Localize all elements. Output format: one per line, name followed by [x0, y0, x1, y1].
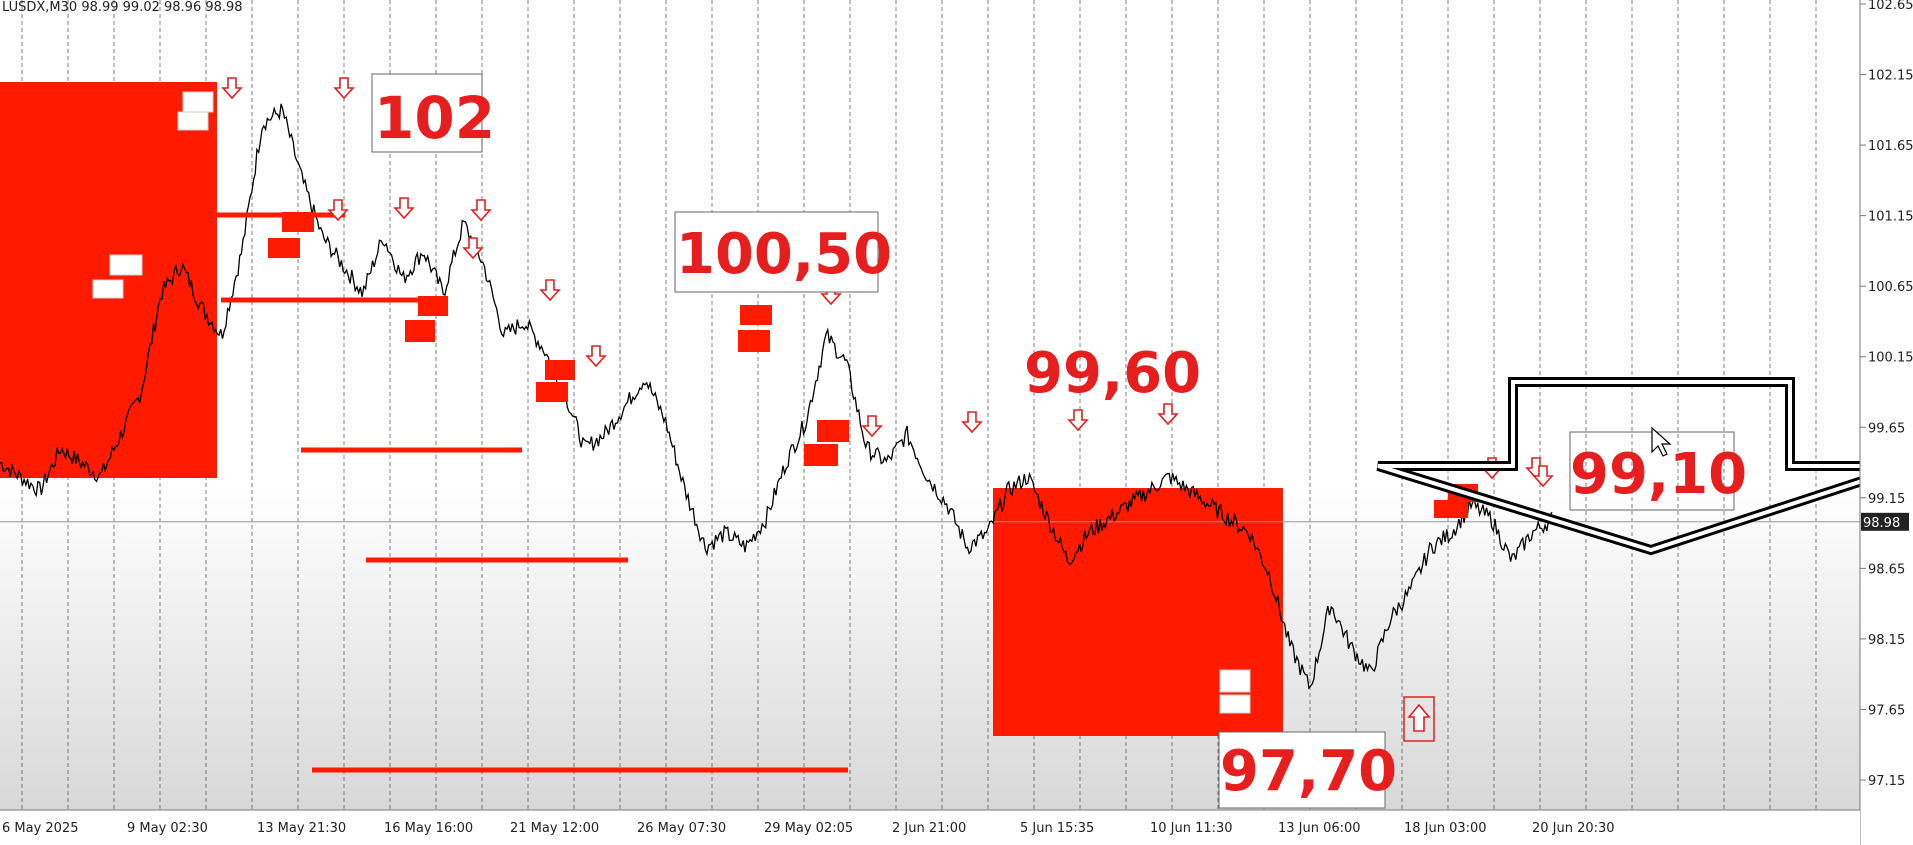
- mouse-cursor-icon: [1651, 426, 1672, 457]
- marker-box: [536, 382, 568, 402]
- marker-box: [545, 360, 575, 380]
- level-99-10-label: 99,10: [1570, 442, 1747, 507]
- time-tick-label: 9 May 02:30: [127, 821, 208, 836]
- price-tick-label: 102.15: [1868, 69, 1913, 84]
- marker-box: [1434, 500, 1468, 518]
- chart-header: LUSDX,M30 98.99 99.02 98.96 98.98: [2, 0, 243, 15]
- current-price-label: 98.98: [1863, 516, 1900, 531]
- marker-box: [405, 320, 435, 342]
- marker-box: [182, 91, 214, 113]
- down-arrow-icon: [1157, 403, 1179, 426]
- marker-box: [817, 420, 849, 442]
- price-tick-label: 98.65: [1868, 562, 1905, 577]
- current-price-box: [1861, 512, 1909, 531]
- symbol-timeframe: LUSDX,M30: [2, 0, 78, 15]
- time-tick-label: 18 Jun 03:00: [1404, 821, 1487, 836]
- ohlc-values: 98.99 99.02 98.96 98.98: [81, 0, 243, 15]
- plot-background: [0, 0, 1860, 810]
- down-arrow-icon: [1067, 409, 1089, 432]
- down-arrow-icon: [1532, 465, 1554, 488]
- down-arrow-icon: [333, 77, 355, 100]
- big-down-arrow-inner: [1377, 380, 1909, 553]
- level-97-70-frame: [1218, 731, 1386, 809]
- marker-box: [804, 444, 838, 466]
- time-tick-label: 6 May 2025: [2, 821, 79, 836]
- price-tick-label: 101.65: [1868, 139, 1913, 154]
- down-arrow-icon: [221, 77, 243, 100]
- down-arrow-icon: [462, 237, 484, 260]
- time-axis-bg: [0, 810, 1860, 845]
- price-tick-label: 97.65: [1868, 703, 1905, 718]
- time-tick-label: 10 Jun 11:30: [1150, 821, 1233, 836]
- price-tick-label: 101.15: [1868, 210, 1913, 225]
- price-tick-label: 99.15: [1868, 492, 1905, 507]
- time-tick-label: 16 May 16:00: [384, 821, 473, 836]
- price-tick-label: 97.15: [1868, 774, 1905, 789]
- level-100-50-frame: [674, 211, 879, 293]
- level-100-50-label: 100,50: [676, 222, 892, 287]
- time-tick-label: 29 May 02:05: [764, 821, 853, 836]
- marker-box: [738, 330, 770, 352]
- time-tick-label: 5 Jun 15:35: [1020, 821, 1094, 836]
- price-tick-label: 100.65: [1868, 280, 1913, 295]
- price-line: [0, 103, 1553, 690]
- marker-box: [1219, 669, 1251, 693]
- marker-box: [268, 238, 300, 258]
- down-arrow-icon: [393, 197, 415, 220]
- level-97-70-label: 97,70: [1220, 739, 1397, 804]
- time-tick-label: 13 May 21:30: [257, 821, 346, 836]
- down-arrow-icon: [961, 411, 983, 434]
- time-tick-label: 21 May 12:00: [510, 821, 599, 836]
- time-tick-label: 20 Jun 20:30: [1532, 821, 1615, 836]
- level-102-frame: [371, 73, 483, 153]
- marker-box: [92, 279, 124, 299]
- down-arrow-icon: [327, 199, 349, 222]
- level-99-60-label: 99,60: [1024, 341, 1201, 406]
- marker-box: [740, 305, 772, 325]
- down-arrow-icon: [861, 415, 883, 438]
- level-102-label: 102: [374, 84, 495, 152]
- down-arrow-icon: [585, 345, 607, 368]
- price-axis-bg: [1860, 0, 1913, 845]
- price-tick-label: 102.65: [1868, 0, 1913, 13]
- up-arrow-frame: [1403, 696, 1435, 742]
- time-tick-label: 2 Jun 21:00: [892, 821, 966, 836]
- time-tick-label: 26 May 07:30: [637, 821, 726, 836]
- up-arrow-icon: [1407, 703, 1431, 732]
- marker-box: [177, 111, 209, 131]
- time-tick-label: 13 Jun 06:00: [1278, 821, 1361, 836]
- price-tick-label: 98.15: [1868, 633, 1905, 648]
- marker-box: [109, 254, 143, 276]
- price-tick-label: 99.65: [1868, 421, 1905, 436]
- price-tick-label: 100.15: [1868, 351, 1913, 366]
- down-arrow-icon: [539, 279, 561, 302]
- marker-box: [1219, 694, 1251, 714]
- down-arrow-icon: [470, 199, 492, 222]
